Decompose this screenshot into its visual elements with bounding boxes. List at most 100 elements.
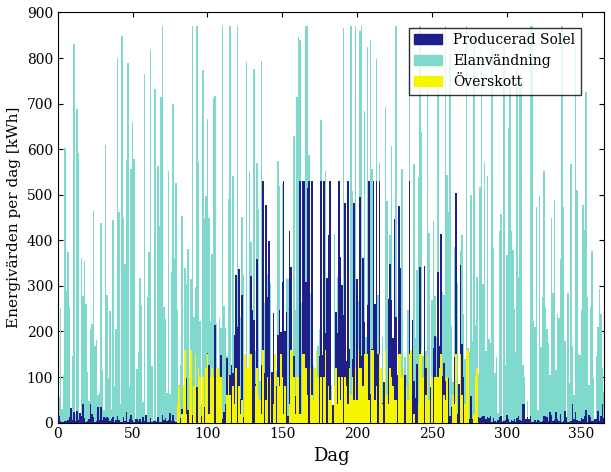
- Bar: [469, 352, 470, 422]
- Bar: [391, 300, 392, 422]
- Bar: [195, 287, 196, 422]
- Bar: [516, 418, 518, 422]
- Bar: [181, 409, 183, 422]
- Bar: [557, 314, 558, 422]
- Bar: [455, 262, 456, 422]
- Bar: [153, 421, 154, 422]
- Bar: [434, 377, 436, 422]
- Bar: [180, 365, 181, 422]
- Bar: [120, 421, 122, 422]
- Bar: [428, 400, 430, 422]
- Bar: [352, 359, 353, 422]
- Bar: [508, 128, 509, 422]
- Bar: [452, 395, 453, 422]
- Bar: [96, 421, 97, 422]
- Bar: [379, 163, 380, 422]
- Bar: [292, 350, 293, 422]
- Bar: [485, 419, 486, 422]
- Bar: [367, 47, 368, 422]
- Bar: [207, 119, 208, 422]
- Bar: [238, 269, 240, 422]
- Bar: [554, 420, 555, 422]
- Bar: [228, 199, 229, 422]
- Bar: [361, 368, 362, 422]
- Bar: [203, 219, 205, 422]
- Bar: [130, 415, 132, 422]
- Bar: [274, 385, 276, 422]
- Bar: [527, 416, 529, 422]
- Bar: [346, 361, 348, 422]
- Bar: [472, 419, 473, 422]
- Bar: [593, 378, 595, 422]
- Bar: [582, 420, 584, 422]
- Bar: [144, 74, 145, 422]
- Bar: [563, 421, 565, 422]
- Bar: [112, 417, 114, 422]
- Bar: [142, 417, 144, 422]
- Bar: [428, 418, 430, 422]
- Bar: [472, 341, 473, 422]
- Bar: [530, 26, 532, 422]
- Bar: [445, 400, 446, 422]
- Bar: [172, 104, 174, 422]
- Bar: [572, 405, 573, 422]
- Bar: [259, 381, 260, 422]
- Bar: [449, 54, 451, 422]
- Bar: [97, 395, 99, 422]
- Bar: [288, 416, 289, 422]
- Bar: [401, 377, 403, 422]
- Bar: [505, 420, 506, 422]
- Bar: [229, 395, 230, 422]
- Bar: [598, 411, 599, 422]
- Bar: [342, 285, 343, 422]
- Bar: [464, 359, 466, 422]
- Bar: [543, 170, 545, 422]
- Bar: [367, 305, 368, 422]
- Bar: [407, 414, 409, 422]
- Bar: [437, 377, 439, 422]
- Bar: [256, 259, 258, 422]
- Bar: [66, 291, 67, 422]
- Bar: [518, 278, 519, 422]
- Bar: [222, 419, 223, 422]
- Bar: [195, 354, 196, 422]
- Bar: [560, 259, 562, 422]
- Bar: [304, 354, 306, 422]
- Bar: [494, 373, 496, 422]
- Bar: [475, 421, 476, 422]
- Bar: [545, 307, 546, 422]
- Bar: [208, 218, 210, 422]
- Bar: [416, 364, 418, 422]
- Bar: [337, 333, 338, 422]
- Bar: [543, 416, 545, 422]
- Bar: [226, 356, 228, 422]
- Bar: [290, 267, 292, 422]
- Bar: [247, 409, 249, 422]
- Bar: [195, 391, 196, 422]
- Bar: [557, 419, 558, 422]
- Bar: [76, 109, 78, 422]
- Bar: [326, 278, 328, 422]
- Bar: [461, 395, 463, 422]
- Bar: [65, 421, 66, 422]
- Bar: [572, 346, 573, 422]
- Bar: [584, 416, 585, 422]
- Bar: [84, 261, 86, 422]
- Bar: [211, 254, 213, 422]
- Bar: [286, 278, 288, 422]
- Bar: [114, 386, 115, 422]
- Bar: [240, 317, 241, 422]
- Bar: [466, 350, 467, 422]
- Bar: [349, 379, 350, 422]
- Bar: [59, 397, 60, 422]
- Bar: [298, 377, 299, 422]
- Bar: [538, 410, 539, 422]
- Bar: [416, 270, 418, 422]
- Bar: [418, 405, 419, 422]
- Bar: [602, 405, 603, 422]
- Bar: [481, 417, 482, 422]
- Bar: [295, 396, 296, 422]
- Bar: [99, 420, 100, 422]
- Bar: [75, 421, 76, 422]
- Bar: [588, 385, 590, 422]
